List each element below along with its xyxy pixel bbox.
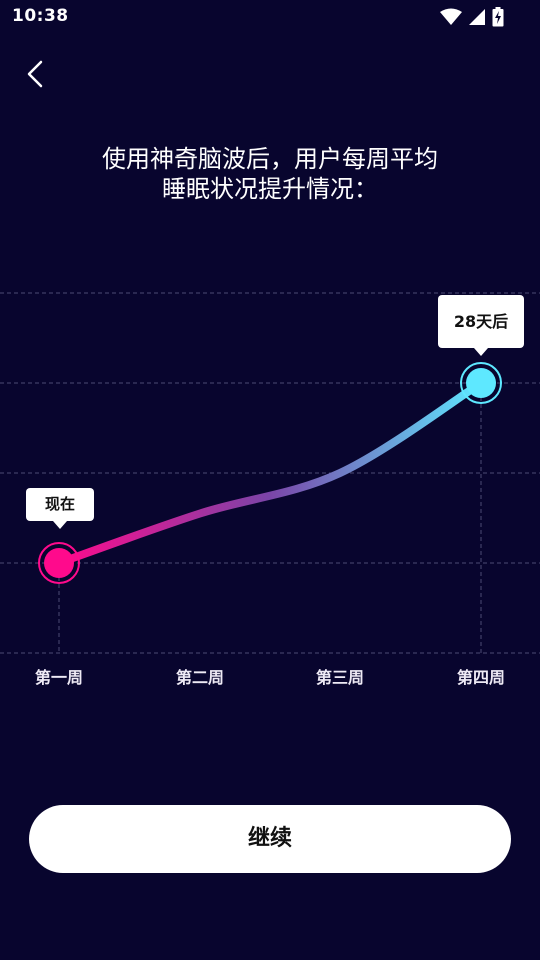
after-28-days-tooltip: 28天后 [438, 295, 524, 356]
sleep-improvement-chart [0, 292, 540, 654]
start-point [44, 548, 74, 578]
end-point-ring [460, 362, 502, 404]
x-tick-label: 第二周 [175, 668, 224, 687]
headline-line-1: 使用神奇脑波后，用户每周平均 [102, 145, 438, 173]
series-line [55, 379, 485, 567]
x-tick-label: 第一周 [34, 668, 83, 687]
battery-charging-icon [492, 7, 504, 27]
headline: 使用神奇脑波后，用户每周平均 睡眠状况提升情况： [0, 144, 540, 204]
x-tick-label: 第三周 [315, 668, 364, 687]
continue-button[interactable]: 继续 [29, 805, 511, 873]
chevron-left-icon [27, 60, 43, 88]
headline-line-2: 睡眠状况提升情况： [162, 175, 378, 203]
now-tooltip: 现在 [26, 488, 94, 529]
signal-icon [469, 9, 485, 25]
back-button[interactable] [16, 54, 56, 94]
status-time: 10:38 [12, 6, 69, 26]
end-point [466, 368, 496, 398]
status-bar: 10:38 [0, 0, 540, 34]
wifi-icon [440, 8, 462, 25]
status-icons [440, 7, 504, 27]
start-point-ring [38, 542, 80, 584]
x-tick-label: 第四周 [456, 668, 505, 687]
